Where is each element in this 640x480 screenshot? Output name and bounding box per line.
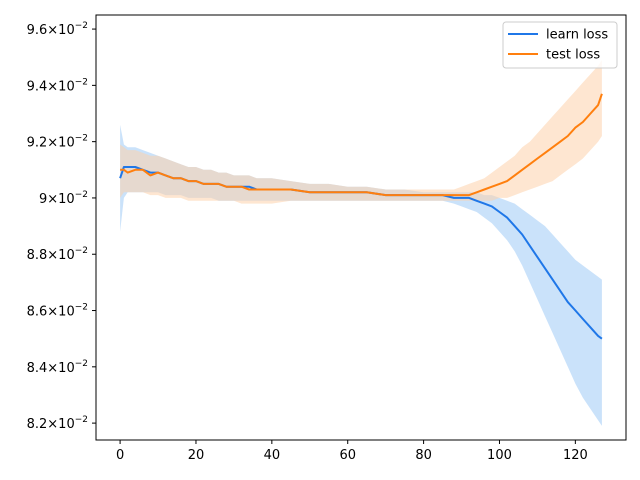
confidence-bands bbox=[120, 60, 602, 426]
x-tick-label: 100 bbox=[487, 448, 512, 463]
test-loss-band bbox=[120, 60, 602, 204]
legend: learn loss test loss bbox=[502, 21, 618, 69]
y-tick-label: 9.4×10−2 bbox=[27, 77, 88, 94]
legend-label-test-loss: test loss bbox=[546, 48, 600, 63]
x-tick-label: 120 bbox=[563, 448, 588, 463]
test-loss-line bbox=[120, 93, 603, 197]
plot-frame bbox=[95, 14, 627, 441]
x-tick-label: 20 bbox=[188, 448, 205, 463]
x-tick-label: 80 bbox=[415, 448, 432, 463]
y-tick-label: 8.4×10−2 bbox=[27, 359, 88, 376]
x-tick-label: 40 bbox=[264, 448, 281, 463]
y-axis: 8.2×10−2 8.4×10−2 8.6×10−2 8.8×10−2 9×10−2 9.… bbox=[27, 21, 96, 432]
x-tick-label: 60 bbox=[339, 448, 356, 463]
y-tick-label: 9.6×10−2 bbox=[27, 21, 88, 38]
x-axis: 0 20 40 60 80 100 120 bbox=[116, 440, 588, 463]
y-tick-label: 8.2×10−2 bbox=[27, 415, 88, 432]
legend-label-learn-loss: learn loss bbox=[546, 28, 608, 43]
series-lines bbox=[119, 93, 603, 340]
y-tick-label: 8.6×10−2 bbox=[27, 303, 88, 320]
y-tick-label: 9.2×10−2 bbox=[27, 134, 88, 151]
x-tick-label: 0 bbox=[116, 448, 124, 463]
y-tick-label: 9×10−2 bbox=[39, 190, 88, 207]
y-tick-label: 8.8×10−2 bbox=[27, 246, 88, 263]
